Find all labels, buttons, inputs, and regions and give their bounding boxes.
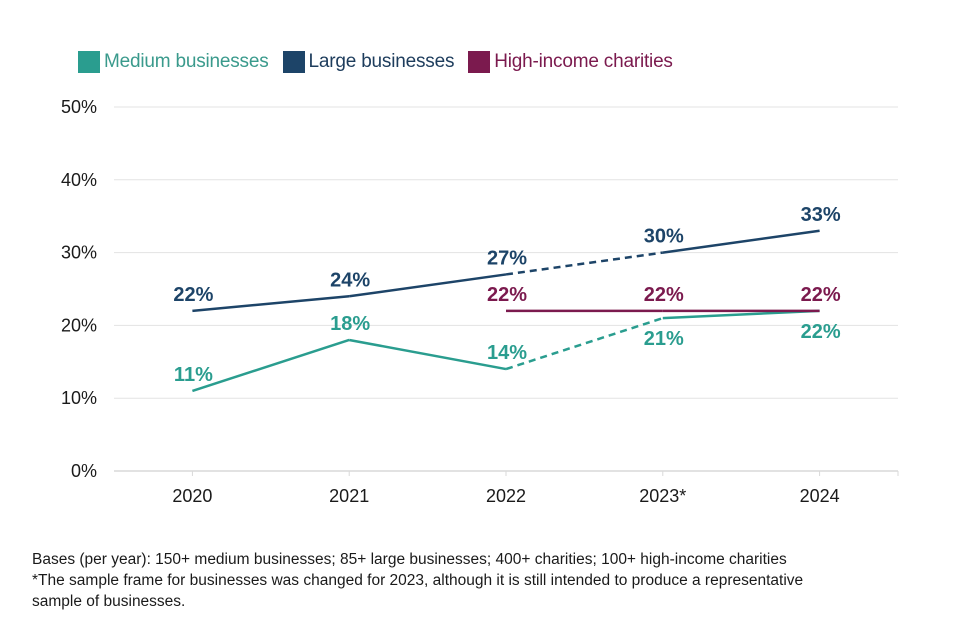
- legend-item-large-businesses: Large businesses: [282, 51, 455, 73]
- legend-label-high-income-charities: High-income charities: [494, 51, 673, 72]
- y-axis: 0% 10% 20% 30% 40% 50%: [61, 97, 97, 481]
- high-income-charities-data-label: 22%: [801, 284, 841, 306]
- note-sample-frame-cont: sample of businesses.: [32, 593, 186, 610]
- y-tick-label: 0%: [71, 461, 97, 481]
- line-chart: 0%10%20%30%40%50% 2020 2021 2022 2023* 2024 …: [61, 97, 899, 506]
- high-income-charities-data-label: 22%: [644, 284, 684, 306]
- legend-label-large-businesses: Large businesses: [308, 51, 455, 72]
- y-tick-label: 40%: [61, 170, 97, 190]
- large-businesses-data-label: 22%: [173, 284, 213, 306]
- legend-label-medium-businesses: Medium businesses: [104, 51, 269, 72]
- medium-businesses-data-label: 18%: [330, 313, 370, 335]
- legend-swatch-large-businesses: [282, 51, 305, 73]
- high-income-charities-data-label: 22%: [487, 284, 527, 306]
- note-sample-frame: *The sample frame for businesses was cha…: [32, 572, 804, 589]
- x-tick-label: 2020: [172, 486, 212, 506]
- large-businesses-line-segment: [349, 273, 507, 298]
- medium-businesses-line-segment: [192, 338, 350, 393]
- large-businesses-data-label: 30%: [644, 226, 684, 248]
- large-businesses-line-segment: [662, 229, 820, 254]
- x-tick-label: 2021: [329, 486, 369, 506]
- medium-businesses-data-label: 11%: [174, 364, 213, 386]
- chart-legend: Medium businesses Large businesses High-…: [78, 48, 687, 76]
- medium-businesses-line-segment: [505, 316, 664, 371]
- medium-businesses-data-label: 22%: [801, 321, 841, 343]
- y-tick-label: 10%: [61, 388, 97, 408]
- series-lines: [192, 229, 820, 393]
- medium-businesses-data-label: 14%: [487, 342, 527, 364]
- y-tick-label: 20%: [61, 315, 97, 335]
- large-businesses-line-segment: [192, 295, 350, 313]
- medium-businesses-data-label: 21%: [644, 328, 684, 350]
- medium-businesses-line-segment: [348, 338, 507, 371]
- large-businesses-line-segment: [505, 251, 663, 276]
- gridlines: [114, 106, 898, 472]
- x-tick-label: 2024: [800, 486, 840, 506]
- large-businesses-data-label: 27%: [487, 247, 527, 269]
- chart-notes: Bases (per year): 150+ medium businesses…: [32, 549, 952, 612]
- x-axis: 2020 2021 2022 2023* 2024: [172, 471, 899, 506]
- legend-swatch-high-income-charities: [468, 51, 491, 73]
- large-businesses-data-label: 33%: [801, 204, 841, 226]
- x-tick-label: 2022: [486, 486, 526, 506]
- legend-swatch-medium-businesses: [78, 51, 100, 73]
- y-tick-label: 50%: [61, 97, 97, 117]
- x-tick-label: 2023*: [639, 486, 686, 506]
- note-bases: Bases (per year): 150+ medium businesses…: [32, 551, 787, 568]
- large-businesses-data-label: 24%: [330, 269, 370, 291]
- data-labels: 11% 18% 14% 21% 22% 22% 24% 27% 30% 33% 22% 22% 22%: [173, 204, 840, 386]
- legend-item-medium-businesses: Medium businesses: [78, 51, 269, 73]
- y-tick-label: 30%: [61, 243, 97, 263]
- legend-item-high-income-charities: High-income charities: [468, 51, 673, 73]
